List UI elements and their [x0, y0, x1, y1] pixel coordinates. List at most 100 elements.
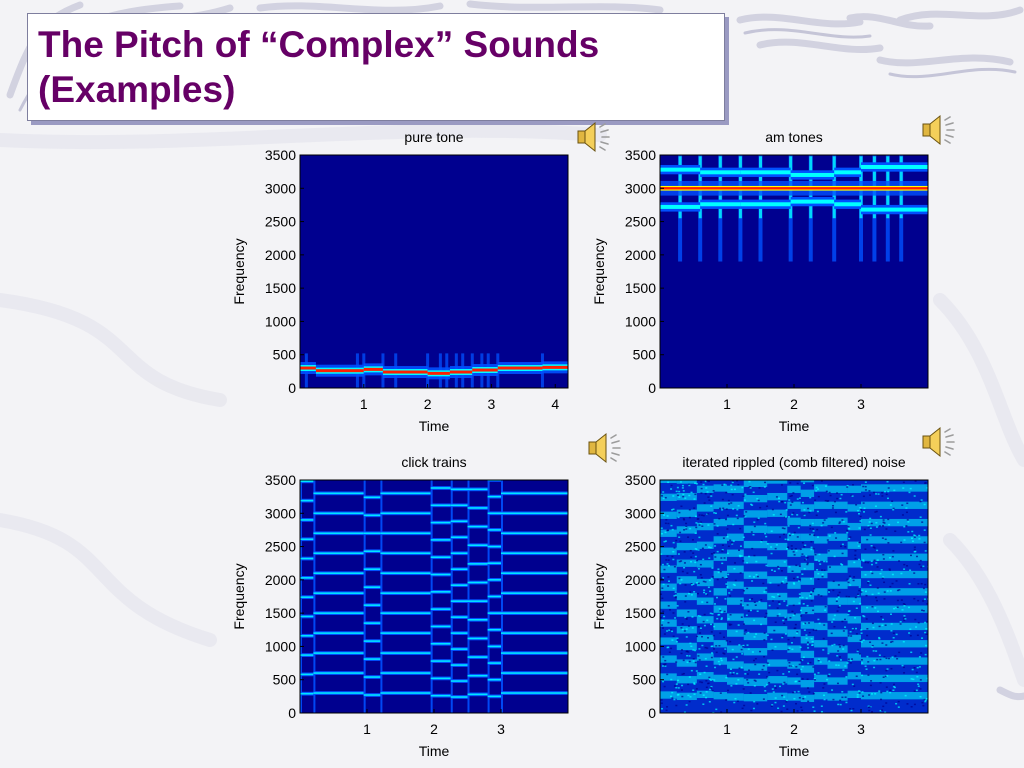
slide-title: The Pitch of “Complex” Sounds (Examples) [38, 22, 599, 112]
noise-speckle [918, 563, 921, 566]
noise-speckle [681, 484, 684, 487]
noise-speckle [802, 656, 805, 659]
noise-speckle [808, 533, 811, 536]
noise-speckle [908, 583, 911, 585]
noise-speckle [736, 480, 739, 482]
noise-speckle [903, 563, 906, 566]
noise-speckle [702, 620, 705, 623]
noise-speckle [911, 537, 914, 540]
noise-speckle [860, 641, 863, 643]
noise-speckle [909, 487, 912, 490]
noise-speckle [725, 699, 728, 701]
noise-speckle [726, 586, 729, 588]
noise-speckle [693, 693, 696, 695]
ripple-band [827, 693, 848, 701]
noise-speckle [660, 702, 663, 704]
noise-speckle [670, 488, 673, 490]
noise-speckle [772, 691, 775, 693]
ripple-band [696, 672, 714, 680]
noise-speckle [710, 656, 713, 659]
noise-speckle [733, 584, 736, 587]
noise-speckle [836, 492, 839, 494]
noise-speckle [787, 525, 790, 527]
noise-speckle [875, 493, 878, 495]
harmonic-line [501, 592, 568, 594]
harmonic-line [487, 678, 501, 681]
noise-speckle [903, 525, 906, 528]
ripple-band [800, 636, 815, 644]
harmonic-line [501, 492, 568, 495]
noise-speckle [882, 705, 885, 708]
noise-speckle [855, 504, 858, 506]
noise-speckle [855, 633, 858, 635]
noise-speckle [780, 570, 783, 572]
noise-speckle [856, 694, 859, 696]
x-axis-label: Time [779, 418, 810, 434]
noise-speckle [692, 583, 695, 586]
noise-speckle [882, 521, 885, 524]
harmonic-line [363, 658, 381, 660]
noise-speckle [903, 617, 906, 619]
harmonic-line [300, 499, 314, 502]
noise-speckle [682, 659, 685, 662]
noise-speckle [708, 688, 711, 691]
ripple-band [660, 547, 677, 555]
ripple-band [676, 676, 697, 684]
y-tick-label: 2000 [265, 247, 296, 263]
noise-speckle [861, 674, 864, 677]
noise-speckle [720, 711, 723, 713]
noise-speckle [725, 491, 728, 494]
noise-speckle [778, 500, 781, 503]
noise-speckle [699, 692, 702, 694]
noise-speckle [925, 633, 928, 636]
noise-speckle [735, 683, 738, 685]
noise-speckle [788, 647, 791, 649]
noise-speckle [709, 546, 712, 549]
noise-speckle [665, 709, 668, 712]
speaker-sound-icon-am-tones[interactable] [919, 112, 959, 150]
noise-speckle [849, 708, 852, 710]
ripple-band [676, 576, 697, 584]
noise-speckle [732, 540, 735, 542]
speaker-sound-icon-pure-tone[interactable] [574, 119, 614, 157]
noise-speckle [664, 663, 667, 665]
noise-speckle [756, 519, 759, 521]
x-tick-label: 2 [790, 721, 798, 737]
noise-speckle [807, 647, 810, 649]
noise-speckle [886, 668, 889, 670]
noise-speckle [900, 541, 903, 544]
noise-speckle [879, 572, 882, 575]
noise-speckle [840, 493, 843, 496]
speaker-sound-icon-rippled-noise[interactable] [919, 424, 959, 462]
noise-speckle [845, 511, 848, 513]
noise-speckle [712, 489, 715, 492]
speaker-sound-icon-click-trains[interactable] [585, 430, 625, 468]
noise-speckle [842, 520, 845, 523]
noise-speckle [906, 703, 909, 705]
ripple-band [676, 642, 697, 651]
noise-speckle [762, 582, 765, 585]
noise-speckle [741, 707, 744, 710]
noise-speckle [778, 613, 781, 615]
noise-speckle [664, 522, 667, 525]
noise-speckle [857, 593, 860, 596]
noise-speckle [874, 693, 877, 695]
noise-speckle [747, 648, 750, 650]
noise-speckle [662, 583, 665, 586]
noise-speckle [691, 627, 694, 629]
ripple-band [696, 653, 714, 661]
harmonic-line [363, 640, 381, 642]
noise-speckle [713, 603, 716, 605]
noise-speckle [742, 644, 745, 647]
noise-speckle [667, 585, 670, 587]
noise-speckle [694, 561, 697, 564]
noise-speckle [883, 581, 886, 584]
noise-speckle [913, 536, 916, 538]
ripple-band [800, 533, 815, 541]
ripple-band [800, 577, 815, 585]
noise-speckle [727, 618, 730, 620]
noise-speckle [803, 482, 806, 485]
noise-speckle [851, 495, 854, 497]
noise-speckle [695, 482, 698, 485]
noise-speckle [890, 667, 893, 670]
